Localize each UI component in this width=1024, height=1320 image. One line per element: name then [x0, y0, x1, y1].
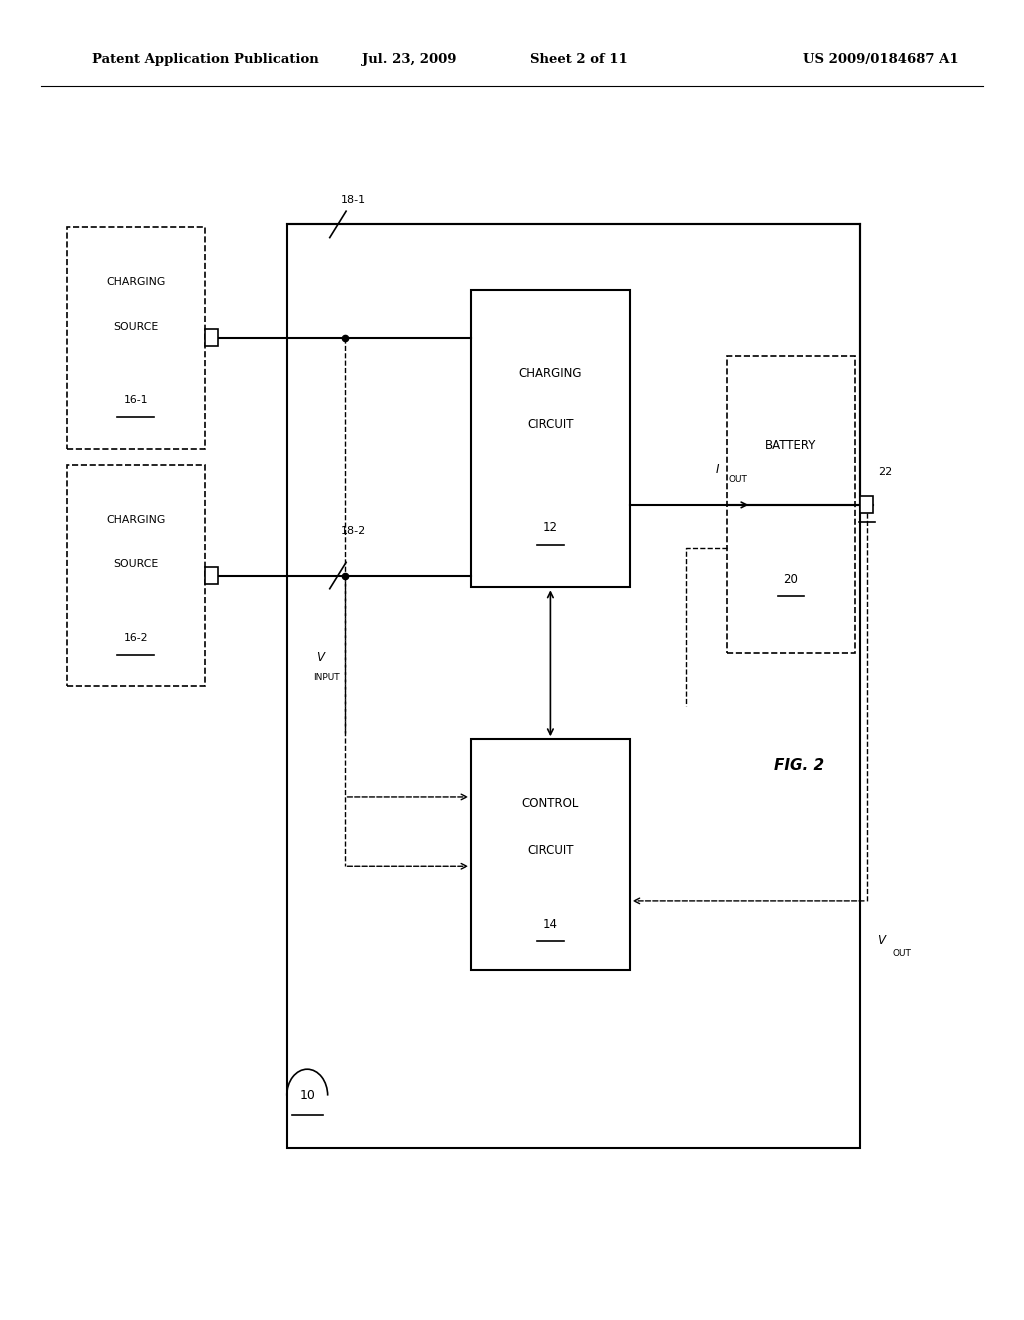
Text: 16-2: 16-2	[124, 632, 147, 643]
Text: 20: 20	[783, 573, 799, 586]
Text: 12: 12	[543, 521, 558, 535]
Text: I: I	[716, 463, 719, 475]
Text: FIG. 2: FIG. 2	[774, 758, 823, 774]
Text: 14: 14	[543, 917, 558, 931]
Text: BATTERY: BATTERY	[765, 440, 817, 451]
Text: CHARGING: CHARGING	[518, 367, 583, 380]
Text: CHARGING: CHARGING	[106, 515, 165, 525]
Bar	[67, 227, 205, 449]
Bar	[287, 224, 860, 1148]
Bar	[471, 739, 630, 970]
Text: 18-2: 18-2	[341, 525, 366, 536]
Text: CHARGING: CHARGING	[106, 277, 165, 288]
Text: SOURCE: SOURCE	[113, 560, 159, 569]
Text: SOURCE: SOURCE	[113, 322, 159, 331]
Text: INPUT: INPUT	[312, 673, 340, 681]
Bar	[727, 356, 855, 653]
Text: Jul. 23, 2009: Jul. 23, 2009	[362, 53, 457, 66]
Text: 18-1: 18-1	[341, 194, 366, 205]
Text: CIRCUIT: CIRCUIT	[527, 417, 573, 430]
Bar	[67, 465, 205, 686]
Text: OUT: OUT	[729, 475, 748, 483]
Text: OUT: OUT	[893, 949, 911, 958]
Text: Sheet 2 of 11: Sheet 2 of 11	[529, 53, 628, 66]
Bar	[205, 329, 218, 346]
Text: 22: 22	[879, 467, 893, 477]
Text: CONTROL: CONTROL	[521, 797, 580, 810]
Text: Patent Application Publication: Patent Application Publication	[92, 53, 318, 66]
Text: CIRCUIT: CIRCUIT	[527, 843, 573, 857]
Text: V: V	[877, 935, 885, 946]
Bar	[860, 496, 873, 513]
Text: 10: 10	[299, 1089, 315, 1102]
Text: US 2009/0184687 A1: US 2009/0184687 A1	[803, 53, 958, 66]
Bar	[205, 568, 218, 583]
Text: V: V	[316, 651, 324, 664]
Text: 16-1: 16-1	[124, 395, 147, 405]
Bar	[471, 290, 630, 587]
